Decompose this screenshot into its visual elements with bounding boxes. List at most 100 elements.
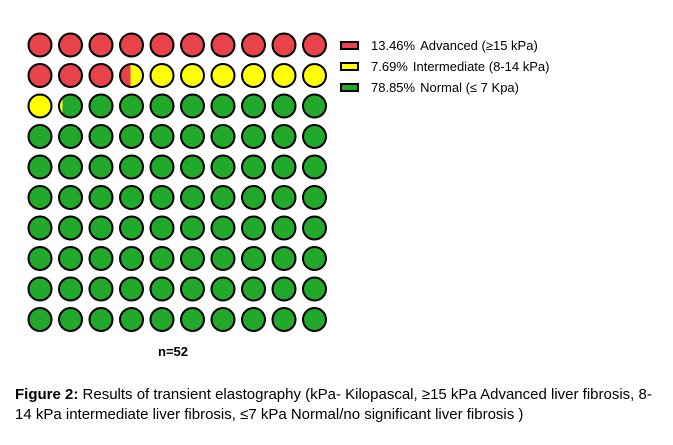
waffle-cell: [27, 32, 53, 58]
waffle-cell: [241, 215, 266, 241]
waffle-cell: [302, 124, 327, 149]
waffle-cell: [149, 154, 175, 180]
legend-percent-normal: 78.85%: [371, 80, 416, 95]
caption-text: Results of transient elastography (kPa- …: [15, 386, 652, 423]
waffle-cell: [302, 215, 327, 241]
waffle-cell: [27, 185, 53, 210]
waffle-cell: [119, 124, 144, 149]
waffle-cell: [302, 276, 327, 302]
legend-swatch-intermediate: [340, 62, 359, 71]
waffle-cell: [88, 307, 114, 332]
legend-item-intermediate: 7.69% Intermediate (8-14 kPa): [340, 56, 549, 77]
waffle-cell: [210, 276, 236, 302]
waffle-cell: [180, 154, 205, 180]
waffle-cell: [180, 215, 205, 241]
waffle-cell: [149, 93, 175, 119]
waffle-cell: [210, 32, 236, 58]
waffle-cell: [119, 185, 144, 210]
waffle-cell: [241, 154, 266, 180]
waffle-cell: [27, 215, 53, 241]
waffle-cell: [210, 63, 236, 88]
waffle-cell: [58, 93, 83, 119]
waffle-cell: [180, 246, 205, 271]
waffle-cell: [27, 93, 53, 119]
waffle-cell: [180, 63, 205, 88]
waffle-cell: [119, 215, 144, 241]
waffle-cell: [119, 154, 144, 180]
figure-caption: Figure 2: Results of transient elastogra…: [15, 385, 665, 425]
waffle-cell: [302, 93, 327, 119]
waffle-cell: [271, 124, 297, 149]
waffle-cell: [88, 276, 114, 302]
waffle-cell: [180, 307, 205, 332]
waffle-cell: [27, 307, 53, 332]
waffle-cell: [210, 215, 236, 241]
waffle-cell: [180, 93, 205, 119]
waffle-cell: [180, 185, 205, 210]
waffle-cell: [302, 307, 327, 332]
waffle-cell: [241, 185, 266, 210]
waffle-cell: [88, 185, 114, 210]
waffle-cell: [58, 185, 83, 210]
waffle-cell: [149, 185, 175, 210]
waffle-cell: [302, 246, 327, 271]
waffle-cell: [27, 124, 53, 149]
waffle-cell: [149, 32, 175, 58]
waffle-cell: [88, 124, 114, 149]
waffle-cell: [58, 215, 83, 241]
waffle-cell: [88, 32, 114, 58]
waffle-cell: [271, 215, 297, 241]
waffle-cell: [180, 124, 205, 149]
waffle-cell: [271, 32, 297, 58]
waffle-cell: [271, 246, 297, 271]
waffle-cell: [119, 32, 144, 58]
waffle-cell: [88, 246, 114, 271]
legend-swatch-normal: [340, 83, 359, 92]
waffle-cell: [149, 215, 175, 241]
waffle-cell: [149, 124, 175, 149]
waffle-cell: [271, 185, 297, 210]
waffle-cell: [241, 32, 266, 58]
legend-percent-intermediate: 7.69%: [371, 59, 408, 74]
waffle-cell: [27, 276, 53, 302]
waffle-cell: [302, 154, 327, 180]
waffle-cell: [241, 63, 266, 88]
waffle-cell: [302, 63, 327, 88]
waffle-cell: [271, 63, 297, 88]
waffle-cell: [58, 276, 83, 302]
waffle-cell: [241, 93, 266, 119]
caption-prefix: Figure 2:: [15, 386, 79, 403]
waffle-cell: [88, 93, 114, 119]
waffle-cell: [58, 246, 83, 271]
waffle-cell: [27, 246, 53, 271]
waffle-cell: [58, 32, 83, 58]
waffle-cell: [119, 246, 144, 271]
legend: 13.46% Advanced (≥15 kPa) 7.69% Intermed…: [340, 35, 549, 98]
waffle-cell: [180, 32, 205, 58]
waffle-cell: [302, 185, 327, 210]
waffle-cell: [27, 154, 53, 180]
waffle-cell: [119, 276, 144, 302]
waffle-cell: [210, 246, 236, 271]
waffle-cell: [88, 63, 114, 88]
waffle-cell: [119, 93, 144, 119]
legend-label-intermediate: Intermediate (8-14 kPa): [412, 59, 550, 74]
waffle-cell: [271, 154, 297, 180]
waffle-cell: [210, 307, 236, 332]
waffle-cell: [58, 63, 83, 88]
legend-label-normal: Normal (≤ 7 Kpa): [420, 80, 519, 95]
waffle-cell: [119, 307, 144, 332]
waffle-cell: [271, 307, 297, 332]
waffle-cell: [241, 246, 266, 271]
waffle-cell: [149, 276, 175, 302]
legend-percent-advanced: 13.46%: [371, 38, 416, 53]
legend-item-normal: 78.85% Normal (≤ 7 Kpa): [340, 77, 549, 98]
waffle-cell: [302, 32, 327, 58]
legend-item-advanced: 13.46% Advanced (≥15 kPa): [340, 35, 549, 56]
waffle-cell: [241, 124, 266, 149]
legend-label-advanced: Advanced (≥15 kPa): [420, 38, 538, 53]
waffle-cell: [27, 63, 53, 88]
waffle-cell: [210, 124, 236, 149]
waffle-cell: [180, 276, 205, 302]
